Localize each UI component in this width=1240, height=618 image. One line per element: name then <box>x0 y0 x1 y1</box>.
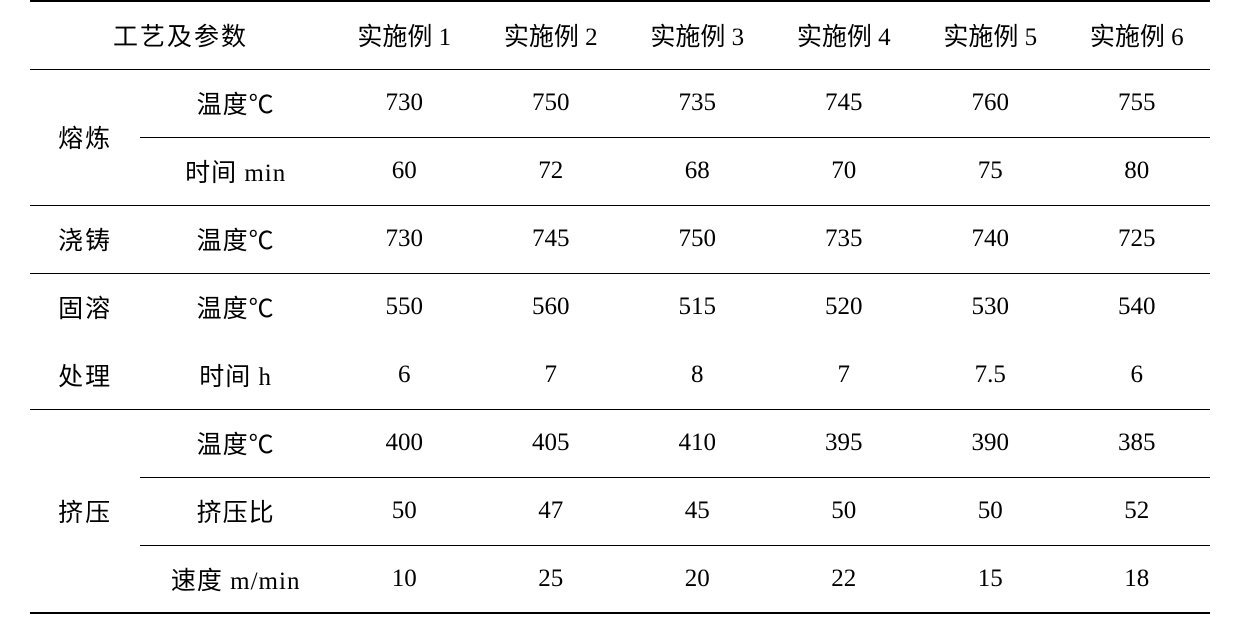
cell-value: 18 <box>1063 545 1210 613</box>
cell-value: 50 <box>331 477 477 545</box>
header-example-4: 实施例 4 <box>770 1 916 69</box>
header-example-3: 实施例 3 <box>624 1 770 69</box>
param-label: 温度℃ <box>140 69 331 137</box>
table-row: 熔炼 温度℃ 730 750 735 745 760 755 <box>30 69 1210 137</box>
cell-value: 755 <box>1063 69 1210 137</box>
cell-value: 6 <box>331 341 477 409</box>
cell-value: 740 <box>917 205 1063 273</box>
cell-value: 745 <box>770 69 916 137</box>
table-header-row: 工艺及参数 实施例 1 实施例 2 实施例 3 实施例 4 实施例 5 实施例 … <box>30 1 1210 69</box>
cell-value: 735 <box>770 205 916 273</box>
cell-value: 725 <box>1063 205 1210 273</box>
cell-value: 385 <box>1063 409 1210 477</box>
cell-value: 10 <box>331 545 477 613</box>
group-label-solution-line1: 固溶 <box>30 273 140 341</box>
table-row: 挤压 温度℃ 400 405 410 395 390 385 <box>30 409 1210 477</box>
table-row: 时间 min 60 72 68 70 75 80 <box>30 137 1210 205</box>
process-parameter-table: 工艺及参数 实施例 1 实施例 2 实施例 3 实施例 4 实施例 5 实施例 … <box>30 0 1210 614</box>
param-label: 时间 min <box>140 137 331 205</box>
cell-value: 560 <box>478 273 624 341</box>
cell-value: 395 <box>770 409 916 477</box>
header-param-col: 工艺及参数 <box>30 1 331 69</box>
cell-value: 47 <box>478 477 624 545</box>
cell-value: 730 <box>331 205 477 273</box>
header-example-2: 实施例 2 <box>478 1 624 69</box>
cell-value: 405 <box>478 409 624 477</box>
group-label-solution-line2: 处理 <box>30 341 140 409</box>
cell-value: 45 <box>624 477 770 545</box>
cell-value: 750 <box>624 205 770 273</box>
cell-value: 390 <box>917 409 1063 477</box>
cell-value: 50 <box>770 477 916 545</box>
table-container: 工艺及参数 实施例 1 实施例 2 实施例 3 实施例 4 实施例 5 实施例 … <box>0 0 1240 618</box>
cell-value: 52 <box>1063 477 1210 545</box>
cell-value: 75 <box>917 137 1063 205</box>
cell-value: 8 <box>624 341 770 409</box>
group-label-smelting: 熔炼 <box>30 69 140 205</box>
group-label-extrusion: 挤压 <box>30 409 140 613</box>
cell-value: 50 <box>917 477 1063 545</box>
cell-value: 760 <box>917 69 1063 137</box>
table-row: 挤压比 50 47 45 50 50 52 <box>30 477 1210 545</box>
cell-value: 80 <box>1063 137 1210 205</box>
group-label-casting: 浇铸 <box>30 205 140 273</box>
param-label: 温度℃ <box>140 409 331 477</box>
cell-value: 550 <box>331 273 477 341</box>
cell-value: 7 <box>478 341 624 409</box>
cell-value: 520 <box>770 273 916 341</box>
cell-value: 68 <box>624 137 770 205</box>
header-example-5: 实施例 5 <box>917 1 1063 69</box>
cell-value: 400 <box>331 409 477 477</box>
table-row: 速度 m/min 10 25 20 22 15 18 <box>30 545 1210 613</box>
cell-value: 60 <box>331 137 477 205</box>
cell-value: 515 <box>624 273 770 341</box>
table-row: 浇铸 温度℃ 730 745 750 735 740 725 <box>30 205 1210 273</box>
cell-value: 750 <box>478 69 624 137</box>
param-label: 温度℃ <box>140 205 331 273</box>
cell-value: 745 <box>478 205 624 273</box>
param-label: 温度℃ <box>140 273 331 341</box>
param-label: 挤压比 <box>140 477 331 545</box>
table-row: 固溶 温度℃ 550 560 515 520 530 540 <box>30 273 1210 341</box>
cell-value: 20 <box>624 545 770 613</box>
cell-value: 72 <box>478 137 624 205</box>
cell-value: 530 <box>917 273 1063 341</box>
cell-value: 70 <box>770 137 916 205</box>
header-example-6: 实施例 6 <box>1063 1 1210 69</box>
table-row: 处理 时间 h 6 7 8 7 7.5 6 <box>30 341 1210 409</box>
param-label: 时间 h <box>140 341 331 409</box>
cell-value: 540 <box>1063 273 1210 341</box>
param-label: 速度 m/min <box>140 545 331 613</box>
cell-value: 735 <box>624 69 770 137</box>
cell-value: 410 <box>624 409 770 477</box>
cell-value: 730 <box>331 69 477 137</box>
cell-value: 6 <box>1063 341 1210 409</box>
cell-value: 7 <box>770 341 916 409</box>
cell-value: 22 <box>770 545 916 613</box>
cell-value: 7.5 <box>917 341 1063 409</box>
header-example-1: 实施例 1 <box>331 1 477 69</box>
cell-value: 25 <box>478 545 624 613</box>
cell-value: 15 <box>917 545 1063 613</box>
